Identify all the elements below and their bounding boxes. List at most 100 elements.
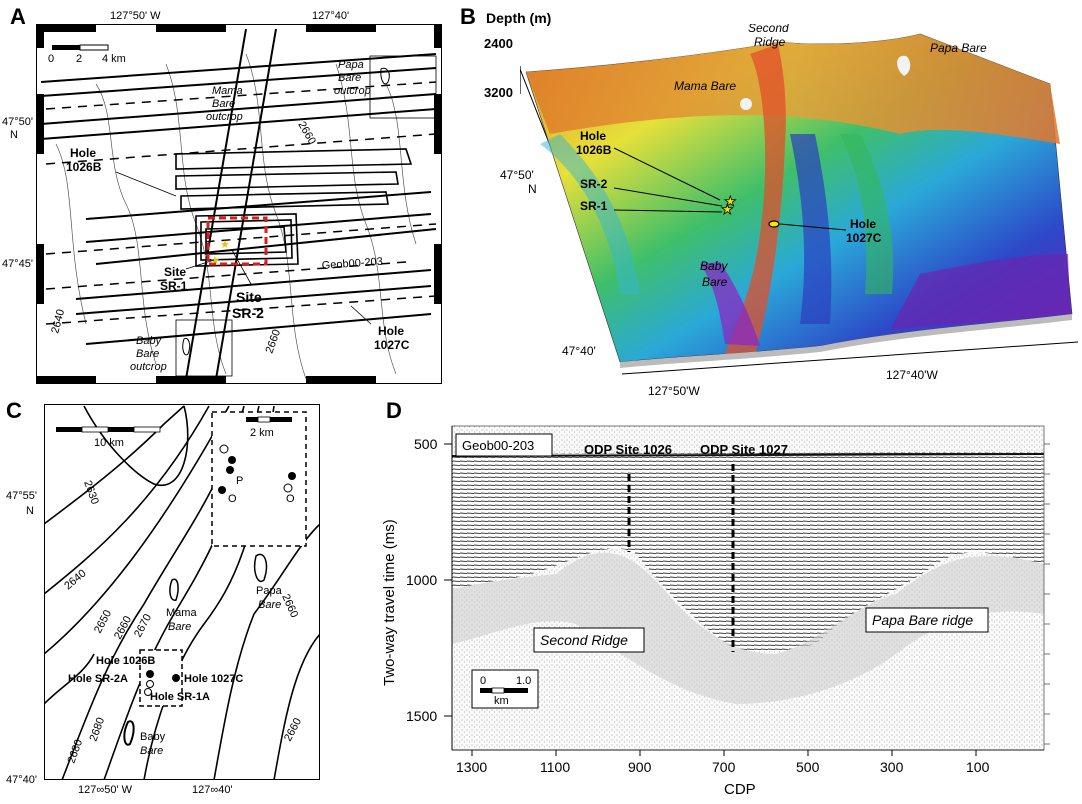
panel-d-line-name-box — [455, 433, 553, 457]
panel-a-papa-label-3: outcrop — [334, 85, 371, 97]
panel-b-papa-label: Papa Bare — [930, 41, 987, 55]
panel-b-lat-label-1: 47°50' — [500, 168, 534, 182]
panel-c-inset-o1: O — [228, 493, 237, 505]
panel-b-hole-1026b-2: 1026B — [576, 143, 612, 157]
panel-c-hole-sr2a: Hole SR-2A — [68, 673, 128, 685]
panel-a-hole-1027c-1: Hole — [378, 324, 404, 338]
panel-a-site-sr2-1: Site — [236, 289, 262, 305]
panel-d-site-1026: ODP Site 1026 — [584, 442, 672, 457]
panel-a-scale-2: 2 — [76, 53, 82, 65]
panel-b-star-1: ★ — [721, 201, 734, 217]
panel-d-scale-unit: km — [494, 695, 509, 707]
panel-b-depth-title: Depth (m) — [486, 10, 552, 26]
panel-c-letter: C — [6, 398, 22, 423]
panel-c-inset-p: P — [236, 475, 243, 487]
panel-d-scale-1: 1.0 — [516, 675, 531, 687]
panel-c-lat-label-n: N — [26, 505, 34, 517]
panel-b-hole-1026b-1: Hole — [580, 129, 606, 143]
panel-d-seismic-section: 500 1000 1500 Two-way travel time (ms) 1… — [381, 425, 1050, 798]
panel-c-hole-1027c: Hole 1027C — [184, 673, 243, 685]
panel-a-scale-4: 4 km — [102, 53, 126, 65]
panel-d-xtick-700: 700 — [712, 759, 736, 775]
panel-a-mama-label-2: Bare — [212, 98, 235, 110]
panel-a-hole-1026b-2: 1026B — [66, 160, 102, 174]
panel-a-mama-label-3: outcrop — [206, 111, 243, 123]
panel-d-xtick-1100: 1100 — [540, 759, 570, 775]
panel-a-map: 0 2 4 km ★ ★ — [36, 24, 442, 384]
panel-a-baby-label-1: Baby — [136, 335, 163, 347]
panel-a-lon-label-1: 127°50' W — [110, 10, 161, 22]
panel-b-letter: B — [460, 4, 476, 29]
panel-b-hole-1027c-marker — [768, 220, 780, 228]
panel-c-lat-label-1: 47°55' — [6, 490, 37, 502]
panel-b-mama-label: Mama Bare — [674, 79, 736, 93]
panel-a-hole-1027c-2: 1027C — [374, 338, 410, 352]
panel-d-ytick-1000: 1000 — [406, 572, 437, 588]
panel-a-site-sr2-2: SR-2 — [232, 305, 264, 321]
panel-a-papa-label-1: Papa — [338, 59, 364, 71]
panel-c-lon-label-1: 127∞50' W — [78, 784, 132, 796]
panel-c-papa-2: Bare — [258, 599, 281, 611]
panel-d-line-name: Geob00-203 — [462, 438, 534, 453]
panel-b-depth-3200: 3200 — [484, 85, 513, 100]
panel-d-sediment-layers — [452, 452, 1044, 652]
panel-c-mama-2: Bare — [168, 621, 191, 633]
panel-a-star-sr2: ★ — [220, 239, 230, 251]
panel-b-sr2-label: SR-2 — [580, 177, 608, 191]
panel-a-site-sr1-1: Site — [164, 265, 186, 279]
panel-b-hole-1027c-1: Hole — [850, 217, 876, 231]
panel-b-second-ridge-1: Second — [748, 24, 789, 35]
panel-c-hole-1026b: Hole 1026B — [96, 655, 155, 667]
panel-b-baby-label-1: Baby — [700, 259, 728, 273]
panel-a-baby-label-2: Bare — [136, 348, 159, 360]
panel-d-second-ridge: Second Ridge — [540, 632, 628, 648]
panel-c-bathymetry-map: 10 km 2 km P O O 2630 2640 2650 2660 267… — [44, 404, 320, 780]
panel-b-sr1-label: SR-1 — [580, 199, 608, 213]
panel-d-scale-0: 0 — [480, 675, 486, 687]
panel-d-xtick-300: 300 — [880, 759, 904, 775]
panel-c-baby-2: Bare — [140, 745, 163, 757]
panel-a-line-label: Geob00-203 — [321, 256, 383, 272]
panel-c-lat-label-2: 47°40' — [6, 774, 37, 786]
panel-c-lon-label-2: 127∞40' — [192, 784, 233, 796]
panel-c-baby-1: Baby — [140, 731, 166, 743]
panel-b-relief-map: ★ ★ Second Ridge Papa Bare Mama Bare Bab… — [520, 24, 1079, 375]
panel-a-hole-1026b-1: Hole — [70, 146, 96, 160]
panel-d-ytick-1500: 1500 — [406, 708, 437, 724]
panel-c-mama-1: Mama — [166, 607, 197, 619]
panel-a-lat-label-2: 47°45' — [2, 258, 33, 270]
panel-a-lat-label-1: 47°50' — [2, 116, 33, 128]
panel-d-papa-ridge: Papa Bare ridge — [872, 612, 973, 628]
panel-b-lon-label-1: 127°50'W — [648, 384, 700, 398]
panel-b-lon-label-2: 127°40'W — [886, 368, 938, 382]
panel-d-ytick-500: 500 — [414, 436, 438, 452]
panel-d-letter: D — [386, 398, 402, 423]
panel-b-star-2: ★ — [724, 193, 737, 209]
panel-a-site-box — [206, 216, 268, 266]
panel-a-scale-0: 0 — [48, 53, 54, 65]
panel-a-baby-label-3: outcrop — [130, 361, 167, 373]
panel-d-xtick-500: 500 — [796, 759, 820, 775]
panel-b-second-ridge-2: Ridge — [754, 35, 786, 49]
panel-a-lon-label-2: 127°40' — [312, 10, 350, 22]
panel-d-xlabel: CDP — [724, 781, 756, 798]
panel-a-mama-label-1: Mama — [212, 85, 243, 97]
panel-d-xtick-900: 900 — [628, 759, 652, 775]
panel-a-letter: A — [10, 4, 26, 29]
panel-c-scale-main: 10 km — [94, 437, 124, 449]
panel-c-scale-inset: 2 km — [250, 427, 274, 439]
panel-b-lat-label-n: N — [528, 182, 537, 196]
panel-c-hole-sr1a: Hole SR-1A — [150, 691, 210, 703]
panel-c-inset-o2: O — [286, 493, 295, 505]
panel-d-site-1027: ODP Site 1027 — [700, 442, 788, 457]
panel-a-star-sr1: ★ — [210, 255, 220, 267]
panel-a-lat-label-n: N — [10, 129, 18, 141]
panel-a-site-sr1-2: SR-1 — [160, 279, 188, 293]
panel-b-lat-label-2: 47°40' — [562, 344, 596, 358]
panel-b-depth-2400: 2400 — [484, 36, 513, 51]
panel-c-papa-1: Papa — [256, 585, 283, 597]
panel-a-papa-label-2: Bare — [338, 72, 361, 84]
panel-b-hole-1027c-2: 1027C — [846, 231, 882, 245]
panel-b-baby-label-2: Bare — [702, 275, 728, 289]
panel-d-xtick-1300: 1300 — [456, 759, 487, 775]
